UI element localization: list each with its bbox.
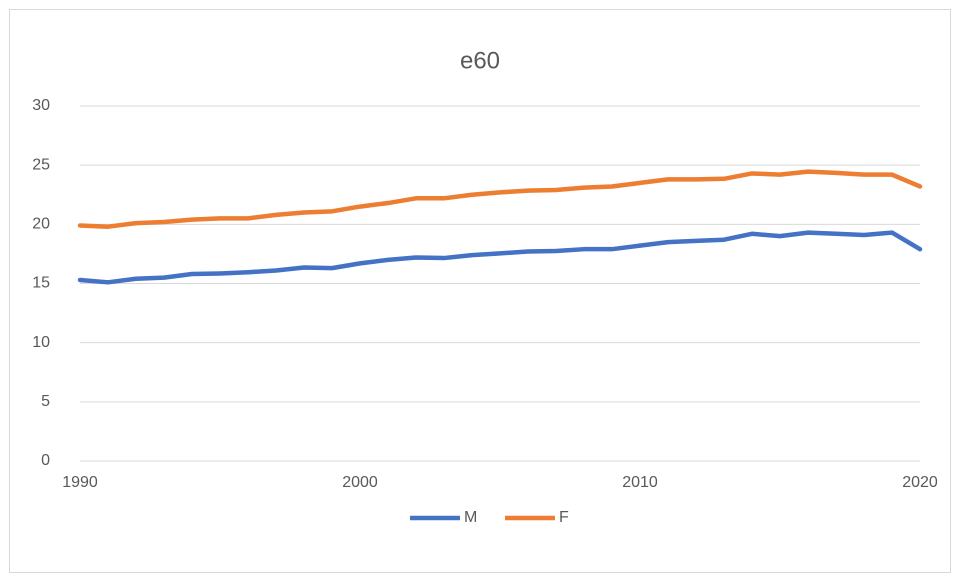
y-tick-label: 30 xyxy=(32,97,50,114)
y-tick-label: 5 xyxy=(41,393,50,410)
y-tick-label: 25 xyxy=(32,156,50,173)
x-tick-label: 2010 xyxy=(622,474,658,491)
y-tick-label: 0 xyxy=(41,452,50,469)
chart-title: e60 xyxy=(460,47,500,74)
y-tick-label: 15 xyxy=(32,275,50,292)
series-line xyxy=(77,230,923,285)
chart-border xyxy=(9,9,951,573)
y-tick-label: 20 xyxy=(32,216,50,233)
y-tick-label: 10 xyxy=(32,334,50,351)
x-tick-label: 2000 xyxy=(342,474,378,491)
legend-label: F xyxy=(559,509,569,526)
x-tick-label: 2020 xyxy=(902,474,938,491)
x-tick-label: 1990 xyxy=(62,474,98,491)
legend-label: M xyxy=(464,509,477,526)
series-line xyxy=(77,169,923,229)
